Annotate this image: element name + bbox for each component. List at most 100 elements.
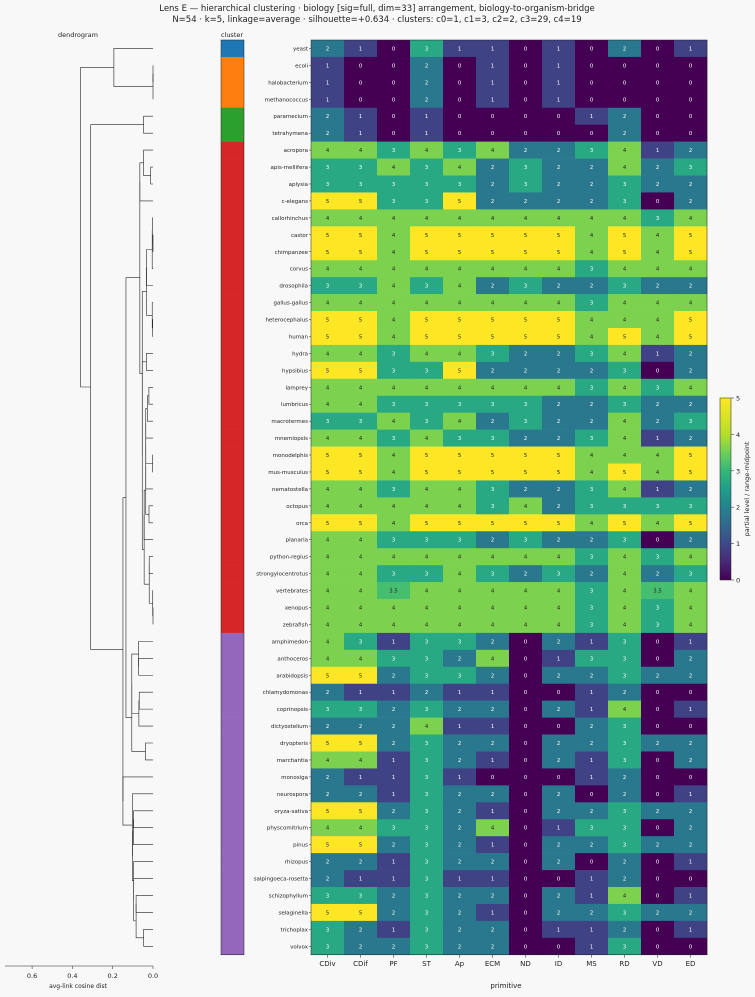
cell-value-label: 3	[491, 572, 494, 578]
cell-value-label: 3	[392, 826, 395, 832]
cell-value-label: 3.5	[389, 589, 397, 595]
cell-value-label: 2	[623, 792, 626, 798]
row-label: nematostella	[272, 487, 308, 493]
cluster-strip-cell	[221, 582, 244, 599]
row-label: lamprey	[285, 385, 308, 391]
cell-value-label: 5	[491, 233, 494, 239]
cell-value-label: 5	[458, 453, 461, 459]
dendrogram-link	[144, 150, 153, 175]
cell-value-label: 3	[392, 572, 395, 578]
cell-value-label: 1	[689, 46, 692, 52]
cell-value-label: 3	[623, 368, 626, 374]
cell-value-label: 5	[425, 521, 428, 527]
cell-value-label: 3	[590, 351, 593, 357]
dendrogram-link	[80, 68, 113, 387]
cluster-strip-cell	[221, 497, 244, 514]
cell-value-label: 5	[524, 334, 527, 340]
cell-value-label: 3	[392, 148, 395, 154]
cell-value-label: 3	[425, 758, 428, 764]
cell-value-label: 2	[689, 656, 692, 662]
cell-value-label: 3	[656, 622, 659, 628]
cluster-strip-cell	[221, 192, 244, 209]
cell-value-label: 2	[689, 809, 692, 815]
row-label: dictyostelium	[271, 724, 308, 730]
cell-value-label: 5	[491, 250, 494, 256]
cluster-strip-cell	[221, 751, 244, 768]
cell-value-label: 2	[491, 639, 494, 645]
cell-value-label: 2	[458, 758, 461, 764]
cell-value-label: 3	[359, 419, 362, 425]
cell-value-label: 2	[623, 690, 626, 696]
cell-value-label: 1	[392, 775, 395, 781]
cell-value-label: 1	[491, 46, 494, 52]
cell-value-label: 5	[524, 470, 527, 476]
cell-value-label: 3	[425, 741, 428, 747]
dendrogram-link	[146, 408, 153, 438]
cell-value-label: 2	[458, 826, 461, 832]
cell-value-label: 2	[689, 368, 692, 374]
cell-value-label: 2	[590, 402, 593, 408]
cell-value-label: 2	[623, 114, 626, 120]
row-label: human	[289, 334, 309, 340]
row-label: drosophila	[279, 284, 308, 290]
cell-value-label: 2	[557, 182, 560, 188]
dendrogram-x-tick-label: 0.6	[27, 972, 37, 980]
cell-value-label: 3	[359, 182, 362, 188]
row-label: acropora	[284, 148, 308, 154]
cell-value-label: 5	[359, 910, 362, 916]
cell-value-label: 2	[458, 809, 461, 815]
cell-value-label: 2	[491, 927, 494, 933]
cell-value-label: 5	[557, 453, 560, 459]
colorbar-label: partial level / range-midpoint	[743, 441, 751, 536]
cluster-strip-cell	[221, 159, 244, 176]
cell-value-label: 3	[392, 538, 395, 544]
cell-value-label: 3	[458, 436, 461, 442]
cell-value-label: 1	[359, 131, 362, 137]
cluster-strip-cell	[221, 430, 244, 447]
column-label: ECM	[485, 960, 500, 968]
cell-value-label: 3	[689, 165, 692, 171]
cell-value-label: 2	[557, 351, 560, 357]
cell-value-label: 3	[326, 182, 329, 188]
cell-value-label: 2	[590, 538, 593, 544]
cell-value-label: 1	[590, 944, 593, 950]
cell-value-label: 5	[524, 318, 527, 324]
cell-value-label: 3	[590, 148, 593, 154]
row-label: octopus	[286, 504, 308, 510]
cell-value-label: 2	[557, 673, 560, 679]
cell-value-label: 3	[425, 843, 428, 849]
cell-value-label: 1	[656, 351, 659, 357]
cell-value-label: 2	[491, 182, 494, 188]
cell-value-label: 3	[425, 860, 428, 866]
cell-value-label: 5	[425, 250, 428, 256]
cell-value-label: 5	[425, 233, 428, 239]
cell-value-label: 2	[557, 707, 560, 713]
cell-value-label: 2	[557, 284, 560, 290]
cell-value-label: 5	[326, 809, 329, 815]
row-label: halobacterium	[268, 80, 308, 86]
cluster-strip-cell	[221, 768, 244, 785]
dendrogram-link	[140, 182, 142, 374]
cell-value-label: 3	[590, 385, 593, 391]
cell-value-label: 3	[491, 402, 494, 408]
row-label: chimpanzee	[275, 250, 309, 256]
cell-value-label: 2	[689, 182, 692, 188]
row-label: trichoplax	[281, 927, 309, 933]
cell-value-label: 3	[623, 284, 626, 290]
row-label: ecoli	[295, 63, 308, 69]
